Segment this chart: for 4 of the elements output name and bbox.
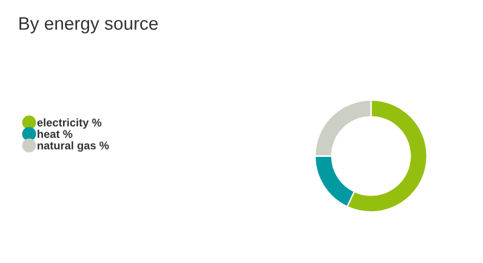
chart-title: By energy source [19,17,158,34]
legend-label: heat % [38,130,72,138]
legend-label: natural gas % [38,141,109,152]
legend-label: electricity % [37,118,102,129]
